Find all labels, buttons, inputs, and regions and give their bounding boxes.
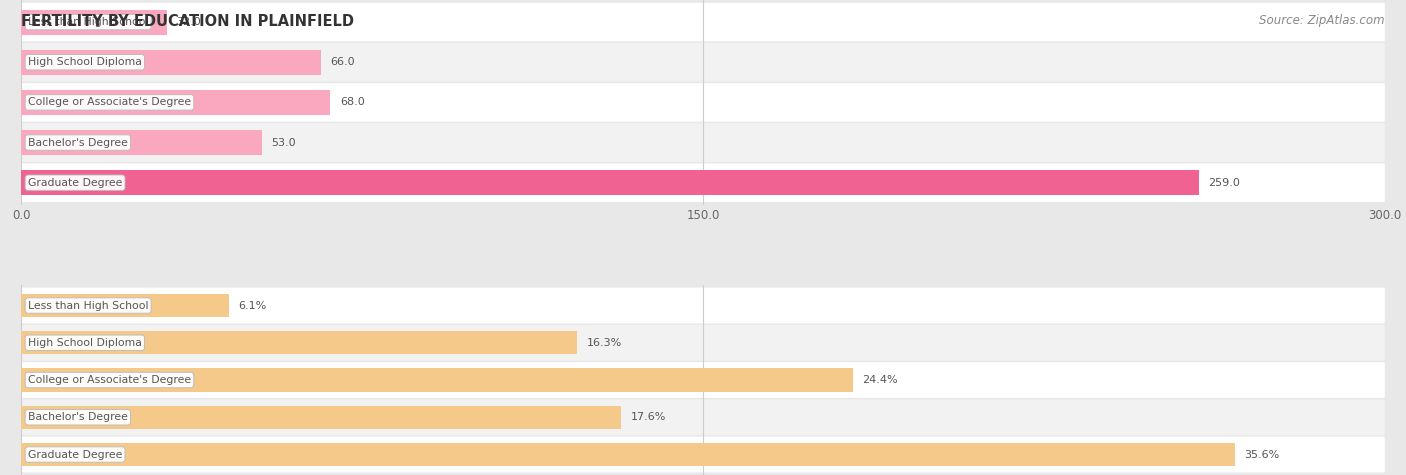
Bar	[21, 10, 166, 35]
Text: Source: ZipAtlas.com: Source: ZipAtlas.com	[1260, 14, 1385, 27]
Text: 66.0: 66.0	[330, 57, 356, 67]
Text: Less than High School: Less than High School	[28, 17, 149, 27]
Text: High School Diploma: High School Diploma	[28, 338, 142, 348]
Bar	[21, 294, 229, 317]
Text: 35.6%: 35.6%	[1244, 449, 1279, 459]
Text: Bachelor's Degree: Bachelor's Degree	[28, 138, 128, 148]
Text: 68.0: 68.0	[340, 97, 364, 107]
Bar	[21, 170, 1198, 195]
Text: 16.3%: 16.3%	[586, 338, 621, 348]
Text: Graduate Degree: Graduate Degree	[28, 449, 122, 459]
Text: Less than High School: Less than High School	[28, 301, 149, 311]
FancyBboxPatch shape	[21, 163, 1385, 202]
Text: High School Diploma: High School Diploma	[28, 57, 142, 67]
Bar	[21, 443, 1234, 466]
FancyBboxPatch shape	[21, 124, 1385, 162]
Text: 17.6%: 17.6%	[631, 412, 666, 422]
FancyBboxPatch shape	[21, 437, 1385, 473]
Bar	[21, 331, 576, 354]
Text: Graduate Degree: Graduate Degree	[28, 178, 122, 188]
Text: 6.1%: 6.1%	[239, 301, 267, 311]
FancyBboxPatch shape	[21, 83, 1385, 122]
Text: 53.0: 53.0	[271, 138, 297, 148]
Bar	[21, 50, 321, 75]
Bar	[21, 406, 621, 429]
FancyBboxPatch shape	[21, 288, 1385, 323]
FancyBboxPatch shape	[21, 43, 1385, 82]
Text: 24.4%: 24.4%	[862, 375, 898, 385]
Text: Bachelor's Degree: Bachelor's Degree	[28, 412, 128, 422]
Bar	[21, 90, 330, 115]
Text: FERTILITY BY EDUCATION IN PLAINFIELD: FERTILITY BY EDUCATION IN PLAINFIELD	[21, 14, 354, 29]
Bar	[21, 369, 853, 391]
Text: 259.0: 259.0	[1208, 178, 1240, 188]
Bar	[21, 130, 262, 155]
Text: College or Associate's Degree: College or Associate's Degree	[28, 375, 191, 385]
FancyBboxPatch shape	[21, 399, 1385, 435]
FancyBboxPatch shape	[21, 3, 1385, 41]
Text: College or Associate's Degree: College or Associate's Degree	[28, 97, 191, 107]
Text: 32.0: 32.0	[176, 17, 201, 27]
FancyBboxPatch shape	[21, 325, 1385, 361]
FancyBboxPatch shape	[21, 362, 1385, 398]
